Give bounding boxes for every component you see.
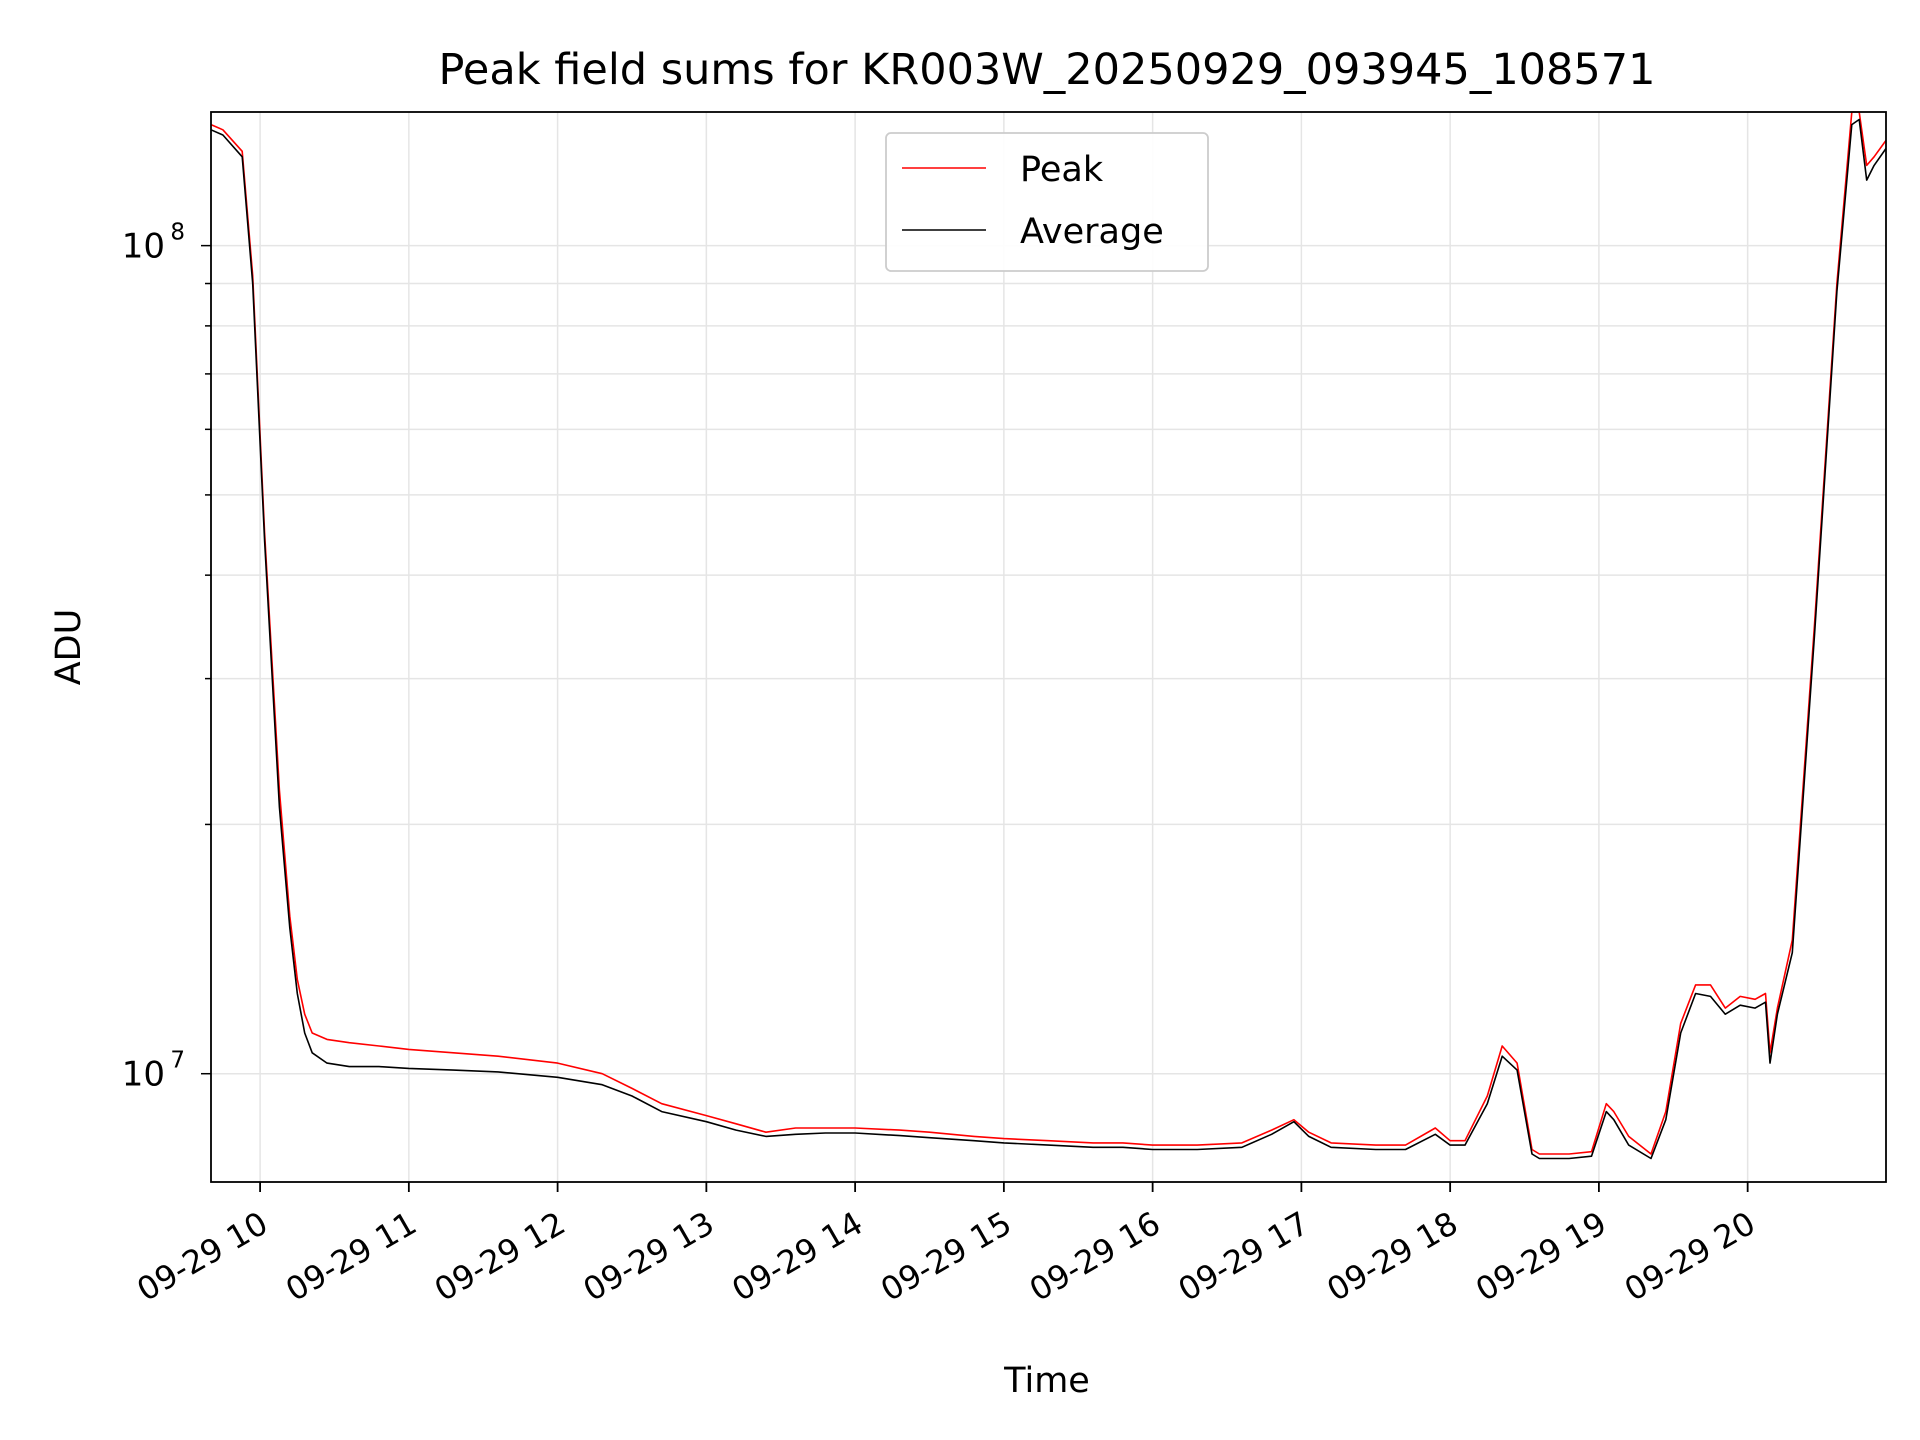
legend-label-peak: Peak bbox=[1020, 150, 1104, 190]
x-axis-label: Time bbox=[1003, 1361, 1090, 1401]
y-tick-exponent: 7 bbox=[170, 1048, 185, 1074]
series-layer bbox=[210, 111, 1887, 1160]
y-tick-exponent: 8 bbox=[170, 220, 185, 246]
grid bbox=[211, 112, 1886, 1182]
legend: Peak Average bbox=[885, 132, 1209, 272]
plot-area bbox=[211, 112, 1886, 1182]
plot-frame bbox=[210, 111, 1887, 1183]
series-line-peak bbox=[210, 111, 1887, 1155]
y-tick-label: 10 bbox=[122, 227, 165, 267]
chart-title: Peak field sums for KR003W_20250929_0939… bbox=[439, 45, 1656, 95]
y-tick-label: 10 bbox=[122, 1055, 165, 1095]
y-axis-label: ADU bbox=[49, 609, 89, 686]
legend-label-average: Average bbox=[1020, 212, 1164, 252]
series-line-average bbox=[210, 118, 1887, 1160]
